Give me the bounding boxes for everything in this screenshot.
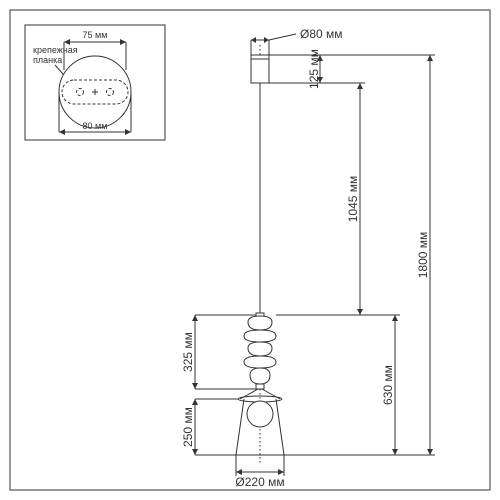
dim-stem-h-label: 325 мм [181, 332, 195, 372]
inset-bracket-label-2: планка [33, 55, 62, 65]
dim-shade-h-label: 250 мм [181, 407, 195, 447]
dim-bottom-diam-label: Ø220 мм [235, 475, 284, 489]
inset-bracket-label-1: крепежная [33, 45, 78, 55]
bulb-sphere [247, 401, 273, 427]
dim-cable-h-label: 1045 мм [346, 176, 360, 223]
inset-dim-75: 75 мм [83, 30, 108, 40]
dim-total-h-label: 1800 мм [416, 232, 430, 279]
dim-top-diam-label: Ø80 мм [300, 27, 343, 41]
inset-dim-80: 80 мм [83, 121, 108, 131]
inset-panel: 75 мм крепежная планка 80 мм [25, 25, 165, 140]
dim-lower-h-label: 630 мм [381, 365, 395, 405]
diagram-canvas: 75 мм крепежная планка 80 мм [0, 0, 500, 500]
